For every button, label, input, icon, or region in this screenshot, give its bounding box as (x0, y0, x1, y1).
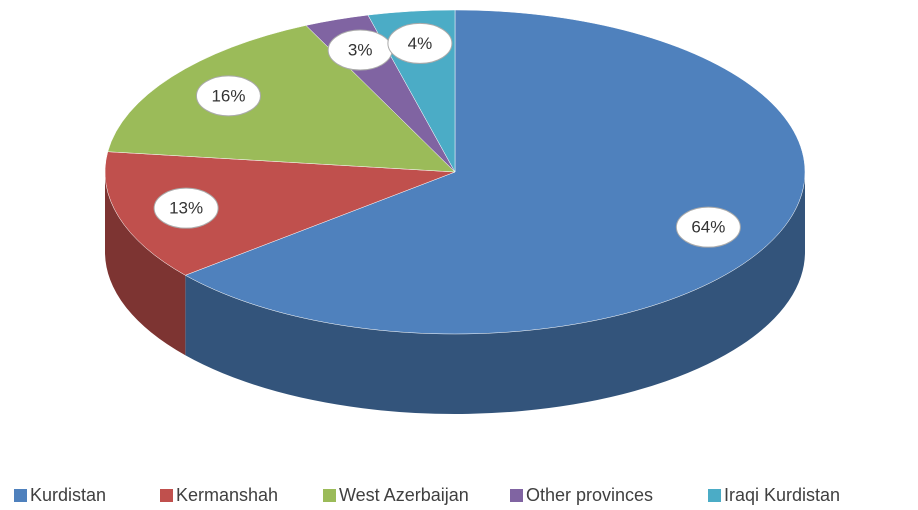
data-label: 4% (408, 34, 433, 53)
legend-label: Other provinces (526, 485, 653, 505)
legend-swatch (708, 489, 721, 502)
legend-label: Kurdistan (30, 485, 106, 505)
data-label: 16% (211, 86, 245, 105)
legend-swatch (323, 489, 336, 502)
data-label: 3% (348, 41, 373, 60)
legend: Kurdistan Kermanshah West Azerbaijan Other … (14, 485, 840, 505)
label-bubble (195, 75, 261, 117)
slice (104, 151, 456, 276)
slice (184, 9, 806, 335)
slice-side (105, 172, 186, 356)
label-bubble (387, 22, 453, 64)
legend-swatch (14, 489, 27, 502)
legend-label: Kermanshah (176, 485, 278, 505)
legend-label: Iraqi Kurdistan (724, 485, 840, 505)
slice (107, 25, 456, 173)
legend-swatch (160, 489, 173, 502)
pie: 64% 13% 16% 3% 4% (104, 9, 806, 414)
label-bubble (675, 206, 741, 248)
data-label: 64% (691, 218, 725, 237)
label-bubble (153, 187, 219, 229)
data-label: 13% (169, 199, 203, 218)
legend-label: West Azerbaijan (339, 485, 469, 505)
legend-swatch (510, 489, 523, 502)
slice-side (185, 172, 805, 414)
